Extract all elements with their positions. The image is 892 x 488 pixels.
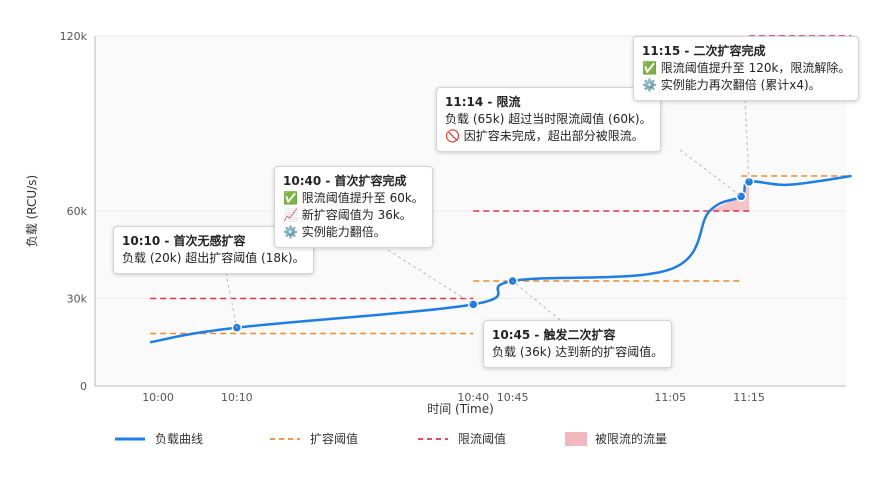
callout-leader-line xyxy=(387,249,474,305)
callout-line: ⚙️ 实例能力再次翻倍 (累计x4)。 xyxy=(642,78,821,92)
x-axis-title: 时间 (Time) xyxy=(427,402,494,416)
x-tick-label: 10:45 xyxy=(497,391,529,404)
x-tick-label: 10:40 xyxy=(457,391,489,404)
callout-line: 🚫 因扩容未完成，超出部分被限流。 xyxy=(445,129,644,143)
data-point-marker xyxy=(743,176,755,188)
callout-leader-line xyxy=(512,280,561,321)
callout-line: 负载 (20k) 超出扩容阈值 (18k)。 xyxy=(122,251,305,265)
callout-line: 负载 (36k) 达到新的扩容阈值。 xyxy=(492,345,664,359)
callout-title: 10:10 - 首次无感扩容 xyxy=(122,234,246,248)
y-tick-label: 30k xyxy=(67,293,88,306)
callout-leader-line xyxy=(679,149,742,197)
callout-title: 11:15 - 二次扩容完成 xyxy=(642,44,766,58)
x-tick-label: 10:10 xyxy=(221,391,253,404)
callout-leader-line xyxy=(744,99,750,182)
callout-box: 10:10 - 首次无感扩容负载 (20k) 超出扩容阈值 (18k)。 xyxy=(113,226,314,274)
callout-box: 11:15 - 二次扩容完成 ✅ 限流阈值提升至 120k，限流解除。 ⚙️ 实例能… xyxy=(633,36,860,101)
legend-label: 扩容阈值 xyxy=(310,431,358,446)
callout-line: ✅ 限流阈值提升至 120k，限流解除。 xyxy=(642,61,851,75)
callout-box: 11:14 - 限流负载 (65k) 超过当时限流阈值 (60k)。 🚫 因扩容未… xyxy=(436,87,661,152)
x-tick-label: 10:00 xyxy=(142,391,174,404)
callout-title: 11:14 - 限流 xyxy=(445,95,521,109)
callout-line: 负载 (65k) 超过当时限流阈值 (60k)。 xyxy=(445,112,652,126)
callout-title: 10:40 - 首次扩容完成 xyxy=(283,174,407,188)
callout-line: 📈 新扩容阈值为 36k。 xyxy=(283,208,412,222)
y-tick-label: 60k xyxy=(67,205,88,218)
callout-box: 10:45 - 触发二次扩容负载 (36k) 达到新的扩容阈值。 xyxy=(483,320,673,368)
legend-label: 负载曲线 xyxy=(155,432,203,446)
x-tick-label: 11:05 xyxy=(654,391,686,404)
data-point-marker xyxy=(467,299,479,310)
throttled-area xyxy=(709,181,750,211)
y-axis-title: 负载 (RCU/s) xyxy=(25,175,39,247)
legend-swatch xyxy=(565,432,587,446)
callout-line: ✅ 限流阈值提升至 60k。 xyxy=(283,191,424,205)
legend-label: 被限流的流量 xyxy=(595,431,667,446)
callout-box: 10:40 - 首次扩容完成 ✅ 限流阈值提升至 60k。 📈 新扩容阈值为 36k… xyxy=(274,166,433,248)
legend-label: 限流阈值 xyxy=(458,431,506,446)
callout-line: ⚙️ 实例能力翻倍。 xyxy=(283,225,386,239)
y-tick-label: 0 xyxy=(80,380,87,393)
callout-title: 10:45 - 触发二次扩容 xyxy=(492,328,616,342)
y-tick-label: 120k xyxy=(60,30,88,43)
x-tick-label: 11:15 xyxy=(733,391,765,404)
